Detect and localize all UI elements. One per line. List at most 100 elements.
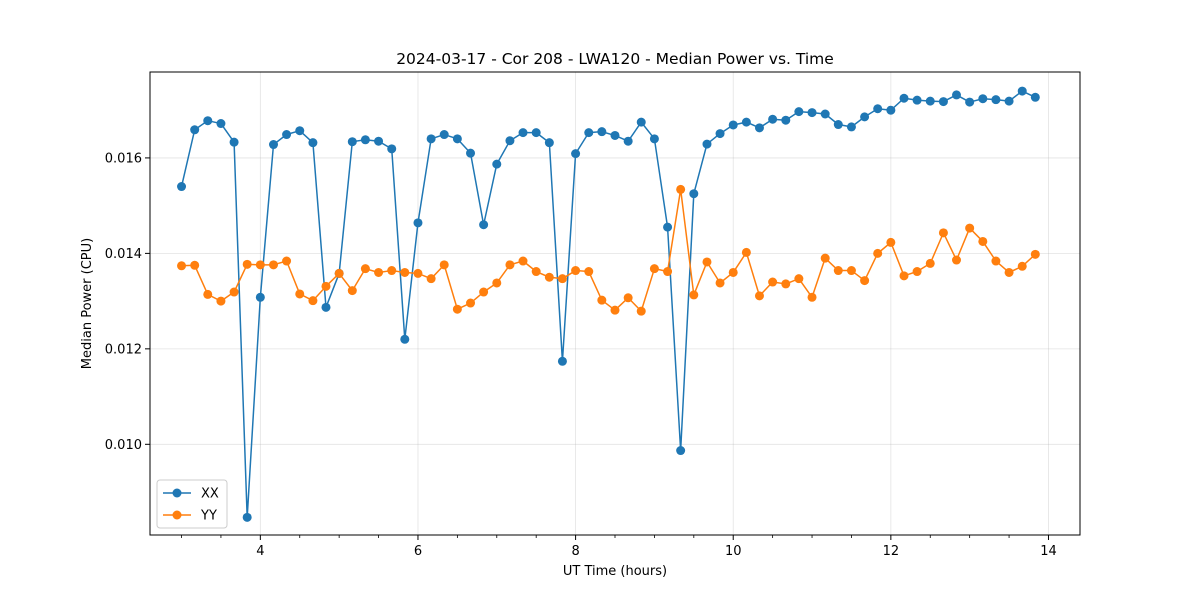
series-xx-point	[571, 149, 581, 159]
x-tick-label: 6	[414, 544, 422, 559]
series-yy-point	[846, 266, 856, 276]
series-yy-point	[584, 267, 594, 277]
series-yy-point	[649, 264, 659, 274]
x-tick-label: 10	[725, 544, 742, 559]
series-xx-point	[965, 97, 975, 107]
x-tick-label: 14	[1040, 544, 1057, 559]
series-yy-point	[873, 248, 883, 258]
series-xx-point	[754, 123, 764, 133]
series-xx-point	[216, 119, 226, 129]
series-xx-point	[466, 148, 476, 158]
series-yy-point	[216, 296, 226, 306]
series-yy-point	[991, 256, 1001, 266]
series-yy-point	[597, 295, 607, 305]
series-yy-point	[978, 236, 988, 246]
series-xx-point	[439, 130, 449, 140]
series-xx-point	[899, 93, 909, 103]
series-xx-point	[991, 95, 1001, 105]
series-xx-point	[413, 218, 423, 228]
series-yy-point	[374, 267, 384, 277]
series-yy-point	[452, 304, 462, 314]
series-xx-point	[308, 138, 318, 148]
plot-frame	[149, 71, 1081, 536]
series-xx-point	[360, 135, 370, 145]
series-xx-point	[452, 134, 462, 144]
series-xx-point	[623, 136, 633, 146]
series-yy-point	[321, 281, 331, 291]
x-axis-label: UT Time (hours)	[563, 564, 667, 579]
series-xx-point	[177, 182, 187, 192]
series-yy-point	[715, 278, 725, 288]
series-xx-point	[584, 128, 594, 138]
series-xx-point	[1030, 92, 1040, 102]
series-xx-point	[557, 356, 567, 366]
series-xx-point	[938, 97, 948, 107]
series-yy-point	[610, 305, 620, 315]
series-xx-point	[531, 128, 541, 138]
series-xx-point	[781, 115, 791, 125]
series-xx-point	[374, 136, 384, 146]
series-xx-point	[1004, 96, 1014, 106]
legend: XX YY	[156, 479, 228, 529]
series-yy-point	[255, 260, 265, 270]
series-xx-point	[676, 446, 686, 456]
series-xx-point	[203, 116, 213, 126]
series-yy-point	[229, 287, 239, 297]
series-xx-point	[544, 138, 554, 148]
series	[177, 86, 1040, 522]
series-xx-point	[794, 107, 804, 117]
series-xx-point	[702, 139, 712, 149]
legend-yy-marker	[172, 510, 182, 520]
series-yy-point	[334, 268, 344, 278]
legend-xx-marker	[172, 488, 182, 498]
series-xx-point	[479, 220, 489, 230]
series-xx-point	[689, 189, 699, 199]
series-yy	[177, 184, 1040, 316]
series-xx-point	[978, 94, 988, 104]
series-yy-point	[741, 247, 751, 257]
series-yy-point	[925, 258, 935, 268]
legend-xx-label: XX	[201, 487, 219, 502]
y-tick-label: 0.012	[105, 342, 142, 357]
x-tick-label: 4	[256, 544, 264, 559]
series-yy-point	[886, 237, 896, 247]
series-xx-point	[242, 512, 252, 522]
legend-yy-label: YY	[200, 509, 217, 524]
series-xx-point	[663, 222, 673, 232]
series-yy-point	[807, 292, 817, 302]
series-yy-point	[636, 306, 646, 316]
series-xx-point	[190, 125, 200, 135]
series-xx-point	[387, 144, 397, 154]
series-xx-point	[505, 136, 515, 146]
series-xx-point	[728, 120, 738, 130]
series-yy-point	[768, 277, 778, 287]
series-yy-point	[413, 268, 423, 278]
y-tick-label: 0.010	[105, 438, 142, 453]
series-yy-point	[466, 298, 476, 308]
y-tick-label: 0.016	[105, 151, 142, 166]
series-yy-point	[860, 276, 870, 286]
series-xx-point	[649, 134, 659, 144]
series-yy-point	[754, 291, 764, 301]
series-xx-point	[833, 120, 843, 130]
series-xx-point	[282, 130, 292, 140]
series-yy-point	[544, 272, 554, 282]
series-yy-point	[820, 253, 830, 263]
y-axis-label: Median Power (CPU)	[80, 238, 95, 369]
series-yy-point	[400, 267, 410, 277]
series-xx-point	[873, 104, 883, 114]
series-xx-point	[886, 105, 896, 115]
x-tick-label: 12	[883, 544, 900, 559]
series-yy-point	[426, 274, 436, 284]
series-yy-point	[347, 286, 357, 296]
series-yy-point	[518, 256, 528, 266]
series-yy-point	[177, 261, 187, 271]
series-yy-point	[479, 287, 489, 297]
series-xx-point	[269, 140, 278, 150]
series-xx-point	[610, 130, 620, 140]
series-xx-point	[321, 302, 331, 312]
series-xx-point	[925, 96, 935, 106]
series-xx-point	[860, 112, 870, 122]
series-yy-point	[387, 266, 397, 276]
